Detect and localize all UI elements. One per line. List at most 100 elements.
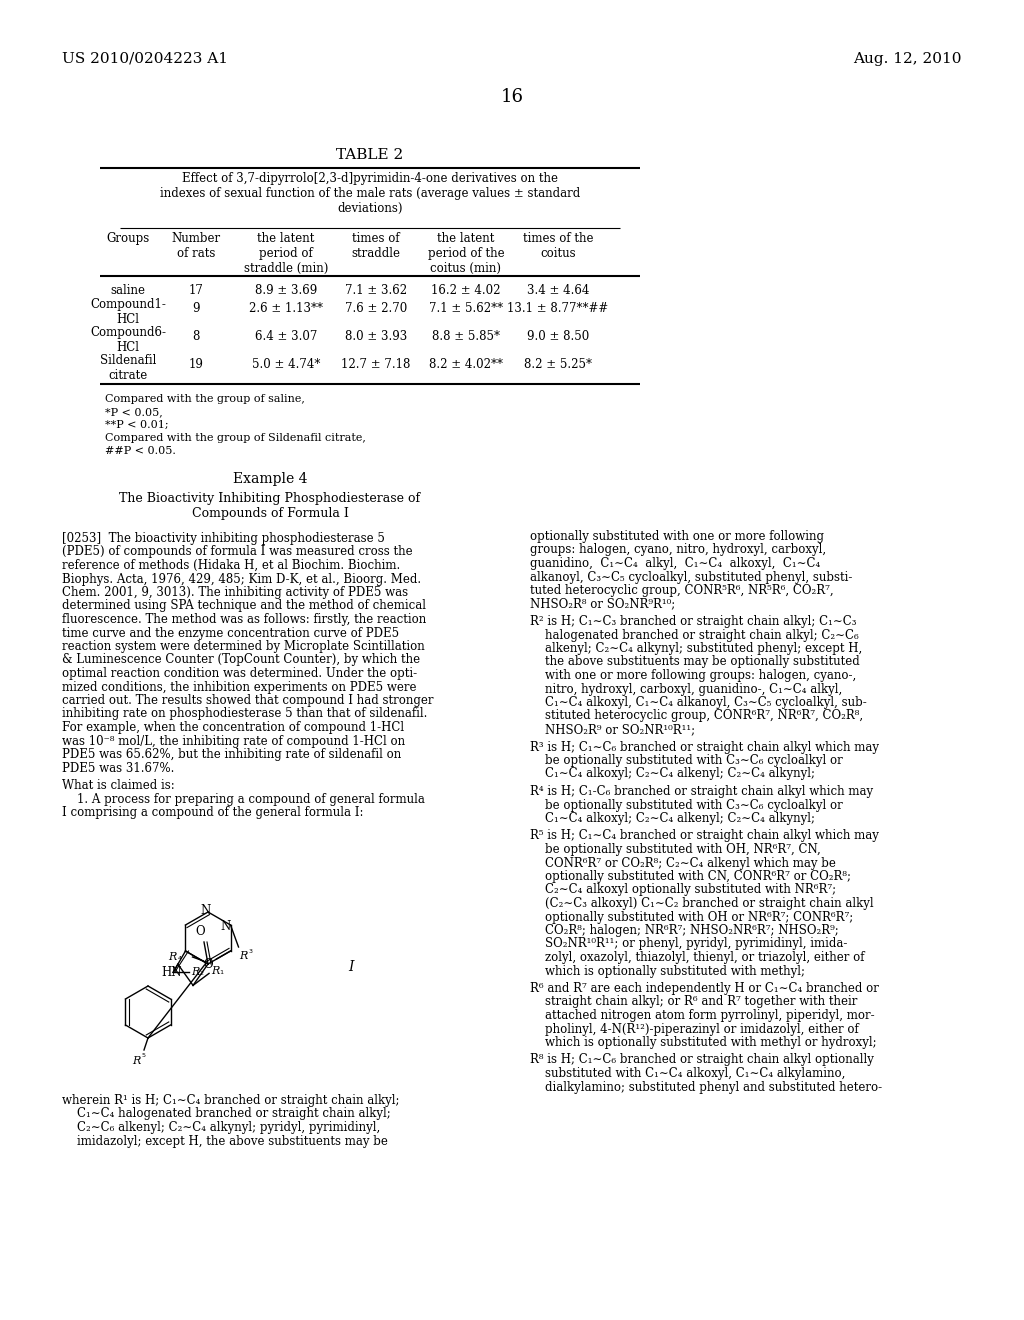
Text: The Bioactivity Inhibiting Phosphodiesterase of
Compounds of Formula I: The Bioactivity Inhibiting Phosphodieste…: [120, 492, 421, 520]
Text: R: R: [240, 950, 248, 961]
Text: 7.6 ± 2.70: 7.6 ± 2.70: [345, 302, 408, 315]
Text: PDE5 was 31.67%.: PDE5 was 31.67%.: [62, 762, 174, 775]
Text: carried out. The results showed that compound I had stronger: carried out. The results showed that com…: [62, 694, 433, 708]
Text: Example 4: Example 4: [232, 473, 307, 486]
Text: be optionally substituted with C₃∼C₆ cycloalkyl or: be optionally substituted with C₃∼C₆ cyc…: [530, 799, 843, 812]
Text: stituted heterocyclic group, CONR⁶R⁷, NR⁶R⁷, CO₂R⁸,: stituted heterocyclic group, CONR⁶R⁷, NR…: [530, 710, 863, 722]
Text: be optionally substituted with C₃∼C₆ cycloalkyl or: be optionally substituted with C₃∼C₆ cyc…: [530, 754, 843, 767]
Text: Compared with the group of Sildenafil citrate,: Compared with the group of Sildenafil ci…: [105, 433, 366, 444]
Text: wherein R¹ is H; C₁∼C₄ branched or straight chain alkyl;: wherein R¹ is H; C₁∼C₄ branched or strai…: [62, 1094, 399, 1107]
Text: 8: 8: [193, 330, 200, 343]
Text: 6.4 ± 3.07: 6.4 ± 3.07: [255, 330, 317, 343]
Text: C₁∼C₄ halogenated branched or straight chain alkyl;: C₁∼C₄ halogenated branched or straight c…: [62, 1107, 391, 1121]
Text: 16: 16: [501, 88, 523, 106]
Text: Aug. 12, 2010: Aug. 12, 2010: [853, 51, 962, 66]
Text: tuted heterocyclic group, CONR⁵R⁶, NR⁵R⁶, CO₂R⁷,: tuted heterocyclic group, CONR⁵R⁶, NR⁵R⁶…: [530, 583, 834, 597]
Text: 7.1 ± 5.62**: 7.1 ± 5.62**: [429, 302, 503, 315]
Text: Compared with the group of saline,: Compared with the group of saline,: [105, 393, 305, 404]
Text: times of
straddle: times of straddle: [351, 232, 400, 260]
Text: saline: saline: [111, 284, 145, 297]
Text: R⁸ is H; C₁∼C₆ branched or straight chain alkyl optionally: R⁸ is H; C₁∼C₆ branched or straight chai…: [530, 1053, 873, 1067]
Text: R: R: [132, 1056, 140, 1067]
Text: Number
of rats: Number of rats: [171, 232, 220, 260]
Text: optionally substituted with OH or NR⁶R⁷; CONR⁶R⁷;: optionally substituted with OH or NR⁶R⁷;…: [530, 911, 853, 924]
Text: 9.0 ± 8.50: 9.0 ± 8.50: [527, 330, 589, 343]
Text: the latent
period of the
coitus (min): the latent period of the coitus (min): [428, 232, 504, 275]
Text: Biophys. Acta, 1976, 429, 485; Kim D-K, et al., Bioorg. Med.: Biophys. Acta, 1976, 429, 485; Kim D-K, …: [62, 573, 421, 586]
Text: attached nitrogen atom form pyrrolinyl, piperidyl, mor-: attached nitrogen atom form pyrrolinyl, …: [530, 1008, 874, 1022]
Text: which is optionally substituted with methyl;: which is optionally substituted with met…: [530, 965, 805, 978]
Text: the latent
period of
straddle (min): the latent period of straddle (min): [244, 232, 328, 275]
Text: was 10⁻⁸ mol/L, the inhibiting rate of compound 1-HCl on: was 10⁻⁸ mol/L, the inhibiting rate of c…: [62, 734, 406, 747]
Text: TABLE 2: TABLE 2: [336, 148, 403, 162]
Text: guanidino,  C₁∼C₄  alkyl,  C₁∼C₄  alkoxyl,  C₁∼C₄: guanidino, C₁∼C₄ alkyl, C₁∼C₄ alkoxyl, C…: [530, 557, 820, 570]
Text: halogenated branched or straight chain alkyl; C₂∼C₆: halogenated branched or straight chain a…: [530, 628, 859, 642]
Text: 13.1 ± 8.77**##: 13.1 ± 8.77**##: [507, 302, 608, 315]
Text: R² is H; C₁∼C₃ branched or straight chain alkyl; C₁∼C₃: R² is H; C₁∼C₃ branched or straight chai…: [530, 615, 856, 628]
Text: 8.0 ± 3.93: 8.0 ± 3.93: [345, 330, 408, 343]
Text: determined using SPA technique and the method of chemical: determined using SPA technique and the m…: [62, 599, 426, 612]
Text: imidazolyl; except H, the above substituents may be: imidazolyl; except H, the above substitu…: [62, 1134, 388, 1147]
Text: I comprising a compound of the general formula I:: I comprising a compound of the general f…: [62, 807, 364, 818]
Text: SO₂NR¹⁰R¹¹; or phenyl, pyridyl, pyrimidinyl, imida-: SO₂NR¹⁰R¹¹; or phenyl, pyridyl, pyrimidi…: [530, 937, 848, 950]
Text: reaction system were determined by Microplate Scintillation: reaction system were determined by Micro…: [62, 640, 425, 653]
Text: N: N: [201, 903, 211, 916]
Text: 1. A process for preparing a compound of general formula: 1. A process for preparing a compound of…: [62, 792, 425, 805]
Text: substituted with C₁∼C₄ alkoxyl, C₁∼C₄ alkylamino,: substituted with C₁∼C₄ alkoxyl, C₁∼C₄ al…: [530, 1067, 846, 1080]
Text: mized conditions, the inhibition experiments on PDE5 were: mized conditions, the inhibition experim…: [62, 681, 417, 693]
Text: straight chain alkyl; or R⁶ and R⁷ together with their: straight chain alkyl; or R⁶ and R⁷ toget…: [530, 995, 857, 1008]
Text: US 2010/0204223 A1: US 2010/0204223 A1: [62, 51, 228, 66]
Text: $^{2}$: $^{2}$: [199, 972, 205, 979]
Text: C₁∼C₄ alkoxyl, C₁∼C₄ alkanoyl, C₃∼C₅ cycloalkyl, sub-: C₁∼C₄ alkoxyl, C₁∼C₄ alkanoyl, C₃∼C₅ cyc…: [530, 696, 866, 709]
Text: optionally substituted with one or more following: optionally substituted with one or more …: [530, 531, 824, 543]
Text: the above substituents may be optionally substituted: the above substituents may be optionally…: [530, 656, 860, 668]
Text: 8.2 ± 4.02**: 8.2 ± 4.02**: [429, 358, 503, 371]
Text: zolyl, oxazolyl, thiazolyl, thienyl, or triazolyl, either of: zolyl, oxazolyl, thiazolyl, thienyl, or …: [530, 950, 864, 964]
Text: optimal reaction condition was determined. Under the opti-: optimal reaction condition was determine…: [62, 667, 417, 680]
Text: CONR⁶R⁷ or CO₂R⁸; C₂∼C₄ alkenyl which may be: CONR⁶R⁷ or CO₂R⁸; C₂∼C₄ alkenyl which ma…: [530, 857, 836, 870]
Text: N: N: [220, 920, 230, 933]
Text: HN: HN: [161, 966, 181, 979]
Text: PDE5 was 65.62%, but the inhibiting rate of sildenafil on: PDE5 was 65.62%, but the inhibiting rate…: [62, 748, 401, 762]
Text: [0253]  The bioactivity inhibiting phosphodiesterase 5: [0253] The bioactivity inhibiting phosph…: [62, 532, 385, 545]
Text: optionally substituted with CN, CONR⁶R⁷ or CO₂R⁸;: optionally substituted with CN, CONR⁶R⁷ …: [530, 870, 851, 883]
Text: $^{1}$: $^{1}$: [219, 970, 224, 979]
Text: Effect of 3,7-dipyrrolo[2,3-d]pyrimidin-4-one derivatives on the
indexes of sexu: Effect of 3,7-dipyrrolo[2,3-d]pyrimidin-…: [160, 172, 581, 215]
Text: NHSO₂R⁹ or SO₂NR¹⁰R¹¹;: NHSO₂R⁹ or SO₂NR¹⁰R¹¹;: [530, 723, 695, 737]
Text: R⁶ and R⁷ are each independently H or C₁∼C₄ branched or: R⁶ and R⁷ are each independently H or C₁…: [530, 982, 879, 995]
Text: which is optionally substituted with methyl or hydroxyl;: which is optionally substituted with met…: [530, 1036, 877, 1049]
Text: O: O: [196, 925, 205, 939]
Text: alkanoyl, C₃∼C₅ cycloalkyl, substituted phenyl, substi-: alkanoyl, C₃∼C₅ cycloalkyl, substituted …: [530, 570, 852, 583]
Text: $^{5}$: $^{5}$: [141, 1053, 146, 1063]
Text: pholinyl, 4-N(R¹²)-piperazinyl or imidazolyl, either of: pholinyl, 4-N(R¹²)-piperazinyl or imidaz…: [530, 1023, 859, 1035]
Text: 8.9 ± 3.69: 8.9 ± 3.69: [255, 284, 317, 297]
Text: R³ is H; C₁∼C₆ branched or straight chain alkyl which may: R³ is H; C₁∼C₆ branched or straight chai…: [530, 741, 879, 754]
Text: be optionally substituted with OH, NR⁶R⁷, CN,: be optionally substituted with OH, NR⁶R⁷…: [530, 843, 821, 855]
Text: Groups: Groups: [106, 232, 150, 246]
Text: O: O: [204, 958, 213, 972]
Text: $^{3}$: $^{3}$: [248, 948, 253, 957]
Text: ##P < 0.05.: ##P < 0.05.: [105, 446, 176, 455]
Text: inhibiting rate on phosphodiesterase 5 than that of sildenafil.: inhibiting rate on phosphodiesterase 5 t…: [62, 708, 427, 721]
Text: $^{4}$: $^{4}$: [176, 956, 182, 965]
Text: Compound6-
HCl: Compound6- HCl: [90, 326, 166, 354]
Text: reference of methods (Hidaka H, et al Biochim. Biochim.: reference of methods (Hidaka H, et al Bi…: [62, 558, 400, 572]
Text: NHSO₂R⁸ or SO₂NR⁹R¹⁰;: NHSO₂R⁸ or SO₂NR⁹R¹⁰;: [530, 598, 675, 610]
Text: **P < 0.01;: **P < 0.01;: [105, 420, 169, 430]
Text: R: R: [169, 952, 177, 962]
Text: 5.0 ± 4.74*: 5.0 ± 4.74*: [252, 358, 321, 371]
Text: dialkylamino; substituted phenyl and substituted hetero-: dialkylamino; substituted phenyl and sub…: [530, 1081, 882, 1093]
Text: & Luminescence Counter (TopCount Counter), by which the: & Luminescence Counter (TopCount Counter…: [62, 653, 420, 667]
Text: R: R: [211, 966, 219, 977]
Text: *P < 0.05,: *P < 0.05,: [105, 407, 163, 417]
Text: 12.7 ± 7.18: 12.7 ± 7.18: [341, 358, 411, 371]
Text: C₁∼C₄ alkoxyl; C₂∼C₄ alkenyl; C₂∼C₄ alkynyl;: C₁∼C₄ alkoxyl; C₂∼C₄ alkenyl; C₂∼C₄ alky…: [530, 812, 815, 825]
Text: R: R: [191, 968, 200, 977]
Text: with one or more following groups: halogen, cyano-,: with one or more following groups: halog…: [530, 669, 856, 682]
Text: C₂∼C₆ alkenyl; C₂∼C₄ alkynyl; pyridyl, pyrimidinyl,: C₂∼C₆ alkenyl; C₂∼C₄ alkynyl; pyridyl, p…: [62, 1121, 380, 1134]
Text: 7.1 ± 3.62: 7.1 ± 3.62: [345, 284, 408, 297]
Text: 17: 17: [188, 284, 204, 297]
Text: 8.2 ± 5.25*: 8.2 ± 5.25*: [524, 358, 592, 371]
Text: fluorescence. The method was as follows: firstly, the reaction: fluorescence. The method was as follows:…: [62, 612, 426, 626]
Text: 2.6 ± 1.13**: 2.6 ± 1.13**: [249, 302, 323, 315]
